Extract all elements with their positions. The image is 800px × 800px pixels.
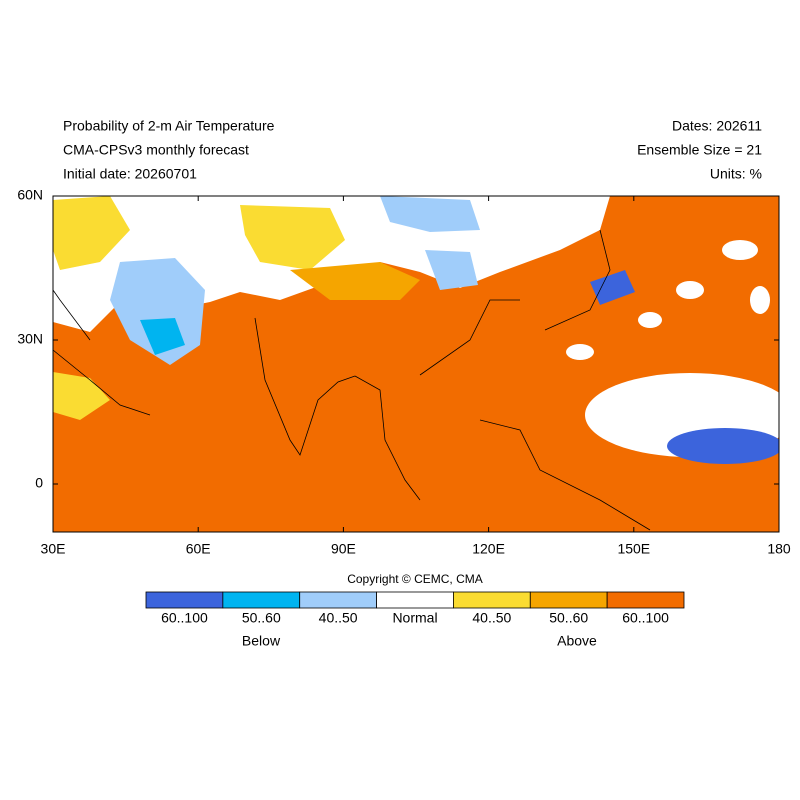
ensemble-size: Ensemble Size = 21 xyxy=(637,142,762,158)
colorbar-box xyxy=(606,591,685,609)
coastline xyxy=(53,229,651,531)
colorbar-label: 50..60 xyxy=(242,610,281,626)
map-field xyxy=(53,196,779,532)
colorbar-label: 40..50 xyxy=(319,610,358,626)
dates: Dates: 202611 xyxy=(672,118,762,134)
units: Units: % xyxy=(710,166,762,182)
colorbar-group-label: Below xyxy=(242,633,281,649)
initial-date: Initial date: 20260701 xyxy=(63,166,197,182)
colorbar-box xyxy=(299,591,377,609)
normal-area xyxy=(750,286,770,314)
y-tick-label: 30N xyxy=(17,331,43,347)
map-frame xyxy=(52,195,780,533)
above-40-area xyxy=(240,205,345,270)
above-50-area xyxy=(290,262,420,300)
colorbar-box xyxy=(453,591,531,609)
y-tick-label: 60N xyxy=(17,187,43,203)
above-40-area xyxy=(53,196,130,270)
below-40-area xyxy=(380,196,480,232)
y-tick-label: 0 xyxy=(35,475,43,491)
colorbar-label: 50..60 xyxy=(549,610,588,626)
colorbar-box xyxy=(376,591,454,609)
colorbar-group-label: Above xyxy=(557,633,597,649)
copyright: Copyright © CEMC, CMA xyxy=(347,572,483,586)
below-40-area xyxy=(425,250,478,290)
x-tick-label: 150E xyxy=(617,541,650,557)
below-60-area xyxy=(590,270,635,305)
colorbar-label: Normal xyxy=(392,610,437,626)
normal-area xyxy=(638,312,662,328)
below-50-area xyxy=(140,318,185,355)
x-tick-label: 180 xyxy=(767,541,791,557)
x-tick-label: 90E xyxy=(331,541,356,557)
colorbar-box xyxy=(529,591,608,609)
colorbar-label: 40..50 xyxy=(472,610,511,626)
x-tick-label: 60E xyxy=(186,541,211,557)
normal-area xyxy=(566,344,594,360)
colorbar-label: 60..100 xyxy=(622,610,669,626)
normal-area xyxy=(722,240,758,260)
colorbar-label: 60..100 xyxy=(161,610,208,626)
above-40-area xyxy=(53,372,110,420)
x-tick-label: 30E xyxy=(41,541,66,557)
subtitle: CMA-CPSv3 monthly forecast xyxy=(63,142,249,158)
colorbar-box xyxy=(145,591,224,609)
x-tick-label: 120E xyxy=(472,541,505,557)
below-60-area xyxy=(667,428,779,464)
title: Probability of 2-m Air Temperature xyxy=(63,118,275,134)
normal-area xyxy=(676,281,704,299)
colorbar-box xyxy=(222,591,301,609)
